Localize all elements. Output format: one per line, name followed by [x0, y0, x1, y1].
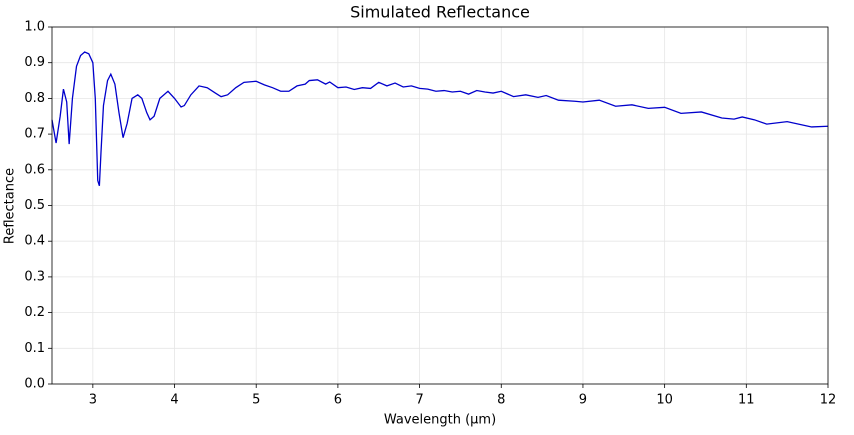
y-tick-label: 0.3 [24, 269, 45, 284]
data-line [51, 51, 829, 187]
y-tick-label: 0.1 [24, 341, 45, 356]
y-axis-label: Reflectance [3, 168, 18, 244]
plot-frame [51, 26, 829, 385]
y-tick-label: 0.9 [24, 55, 45, 70]
y-tick-label: 0.5 [24, 198, 45, 213]
x-tick-label: 10 [656, 393, 673, 408]
y-tick-label: 0.0 [24, 377, 45, 392]
x-tick-label: 5 [252, 393, 260, 408]
chart-title: Simulated Reflectance [350, 3, 530, 22]
x-tick-label: 6 [334, 393, 342, 408]
y-tick-label: 0.4 [24, 234, 45, 249]
x-tick-label: 4 [170, 393, 178, 408]
x-tick-label: 8 [497, 393, 505, 408]
y-tick-label: 0.2 [24, 305, 45, 320]
x-tick-label: 3 [89, 393, 97, 408]
x-tick-label: 9 [579, 393, 587, 408]
y-tick-label: 0.8 [24, 91, 45, 106]
y-tick-label: 0.7 [24, 127, 45, 142]
y-tick-label: 0.6 [24, 162, 45, 177]
x-tick-label: 11 [738, 393, 755, 408]
x-axis-label: Wavelength (µm) [384, 413, 496, 428]
y-tick-label: 1.0 [24, 20, 45, 35]
x-tick-label: 12 [820, 393, 837, 408]
x-tick-label: 7 [415, 393, 423, 408]
